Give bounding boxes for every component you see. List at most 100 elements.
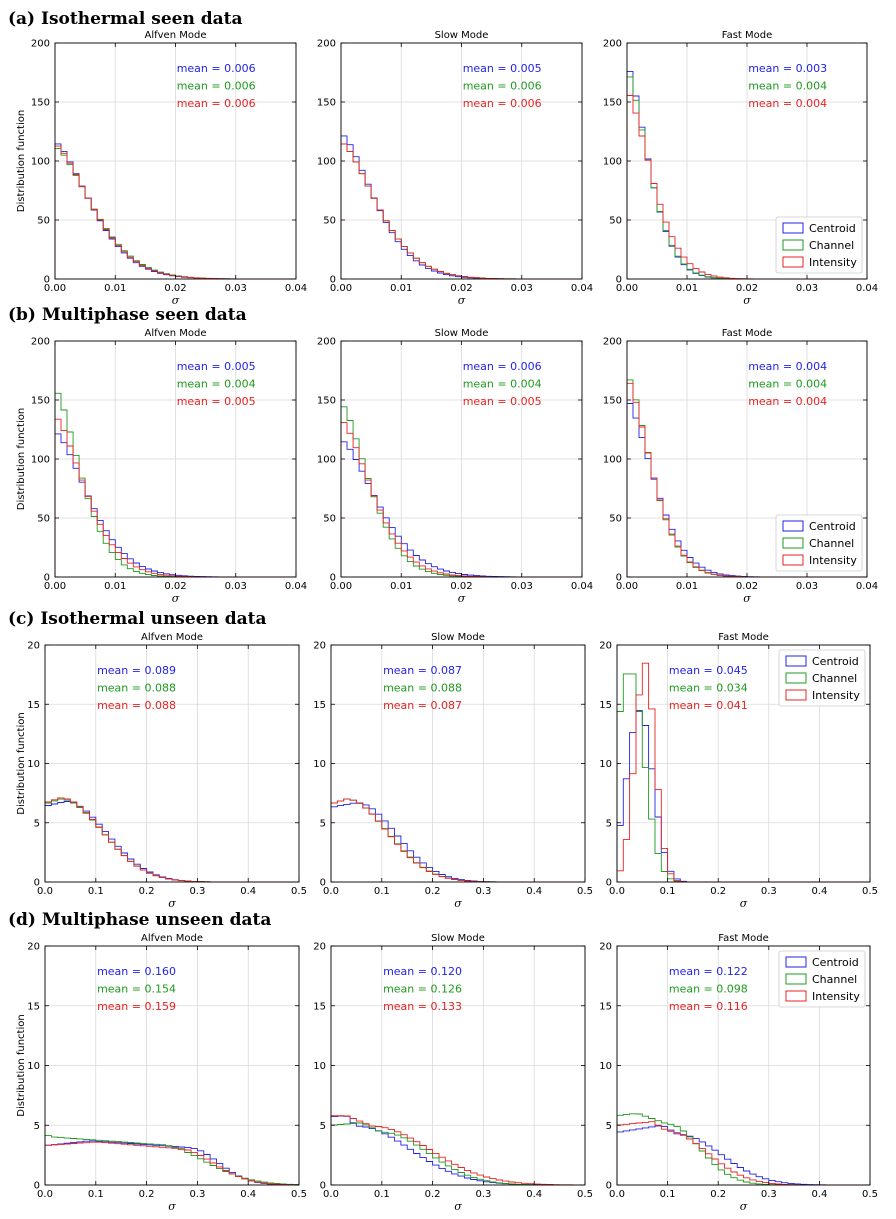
x-tick-label: 0.4 <box>811 1189 827 1200</box>
x-tick-label: 0.03 <box>225 283 247 294</box>
x-tick-label: 0.3 <box>761 886 777 897</box>
legend-swatch-centroid <box>785 655 807 667</box>
mean-intensity: mean = 0.087 <box>383 699 462 712</box>
x-tick-label: 0.0 <box>323 1189 339 1200</box>
legend-label-intensity: Intensity <box>812 990 860 1003</box>
y-tick-label: 20 <box>599 942 612 953</box>
y-tick-label: 100 <box>603 455 622 466</box>
mean-intensity: mean = 0.006 <box>463 97 542 110</box>
x-tick-label: 0.5 <box>577 1189 593 1200</box>
legend: Centroid Channel Intensity <box>775 514 863 572</box>
y-tick-label: 50 <box>37 216 50 227</box>
x-tick-label: 0.02 <box>736 581 758 592</box>
x-tick-label: 0.01 <box>104 581 126 592</box>
x-tick-label: 0.03 <box>796 283 818 294</box>
x-tick-label: 0.04 <box>571 581 593 592</box>
panel-fast-mode: 0.0 0.1 0.2 0.3 0.4 0.5 0 5 10 15 20 Fast Mode σ mean… <box>599 632 878 910</box>
legend-label-centroid: Centroid <box>812 655 859 668</box>
y-tick-label: 200 <box>603 337 622 348</box>
row-0: (a) Isothermal seen data 0.00 0.01 0.02 0.03… <box>8 9 878 307</box>
y-tick-label: 50 <box>323 514 336 525</box>
mean-channel: mean = 0.004 <box>463 378 542 391</box>
x-tick-label: 0.0 <box>323 886 339 897</box>
x-axis-label: σ <box>743 294 751 307</box>
y-tick-label: 0 <box>320 1181 326 1192</box>
mean-intensity: mean = 0.005 <box>177 395 256 408</box>
mean-centroid: mean = 0.006 <box>177 62 256 75</box>
histogram-intensity <box>44 1141 300 1186</box>
legend-label-channel: Channel <box>812 973 857 986</box>
x-tick-label: 0.3 <box>475 1189 491 1200</box>
x-tick-label: 0.3 <box>189 1189 205 1200</box>
panel-title: Fast Mode <box>722 328 773 339</box>
panel-title: Fast Mode <box>718 632 769 643</box>
x-tick-label: 0.01 <box>390 581 412 592</box>
y-tick-label: 100 <box>31 157 50 168</box>
mean-intensity: mean = 0.088 <box>97 699 176 712</box>
row-title: (c) Isothermal unseen data <box>8 609 267 629</box>
y-tick-label: 15 <box>313 700 326 711</box>
x-tick-label: 0.02 <box>736 283 758 294</box>
y-tick-label: 150 <box>31 98 50 109</box>
x-tick-label: 0.00 <box>616 581 638 592</box>
legend-swatch-intensity <box>785 990 807 1002</box>
legend: Centroid Channel Intensity <box>778 950 866 1008</box>
panel-title: Alfven Mode <box>145 328 207 339</box>
row-title: (a) Isothermal seen data <box>8 9 243 29</box>
y-axis-label: Distribution function <box>16 1014 27 1116</box>
legend-label-centroid: Centroid <box>812 956 859 969</box>
x-tick-label: 0.2 <box>139 886 155 897</box>
y-tick-label: 10 <box>599 759 612 770</box>
y-tick-label: 0 <box>34 1181 40 1192</box>
x-tick-label: 0.00 <box>330 581 352 592</box>
mean-channel: mean = 0.004 <box>748 378 827 391</box>
legend: Centroid Channel Intensity <box>775 216 863 274</box>
x-tick-label: 0.0 <box>37 886 53 897</box>
x-tick-label: 0.2 <box>710 886 726 897</box>
y-tick-label: 5 <box>320 818 326 829</box>
x-tick-label: 0.03 <box>796 581 818 592</box>
legend-label-intensity: Intensity <box>809 256 857 269</box>
x-tick-label: 0.0 <box>37 1189 53 1200</box>
panel-title: Slow Mode <box>435 30 489 41</box>
x-tick-label: 0.1 <box>88 1189 104 1200</box>
x-tick-label: 0.00 <box>330 283 352 294</box>
mean-channel: mean = 0.004 <box>177 378 256 391</box>
y-tick-label: 150 <box>603 98 622 109</box>
panel-title: Alfven Mode <box>141 632 203 643</box>
x-tick-label: 0.03 <box>511 283 533 294</box>
x-axis-label: σ <box>458 294 466 307</box>
y-tick-label: 150 <box>317 396 336 407</box>
panel-title: Alfven Mode <box>141 933 203 944</box>
panel-title: Slow Mode <box>435 328 489 339</box>
y-tick-label: 100 <box>317 455 336 466</box>
y-tick-label: 150 <box>31 396 50 407</box>
mean-channel: mean = 0.006 <box>177 80 256 93</box>
y-tick-label: 0 <box>616 573 622 584</box>
y-tick-label: 20 <box>313 641 326 652</box>
y-tick-label: 0 <box>44 275 50 286</box>
legend-swatch-channel <box>785 672 807 684</box>
x-tick-label: 0.4 <box>526 1189 542 1200</box>
legend: Centroid Channel Intensity <box>778 649 866 707</box>
y-tick-label: 15 <box>27 700 40 711</box>
row-1: (b) Multiphase seen data 0.00 0.01 0.02 0.03… <box>8 305 878 605</box>
y-tick-label: 50 <box>323 216 336 227</box>
panel-title: Slow Mode <box>431 632 485 643</box>
mean-channel: mean = 0.004 <box>748 80 827 93</box>
x-tick-label: 0.03 <box>225 581 247 592</box>
mean-centroid: mean = 0.089 <box>97 664 176 677</box>
mean-intensity: mean = 0.116 <box>669 1000 748 1013</box>
mean-intensity: mean = 0.159 <box>97 1000 176 1013</box>
x-tick-label: 0.04 <box>285 581 307 592</box>
x-tick-label: 0.02 <box>450 283 472 294</box>
legend-swatch-intensity <box>782 256 804 268</box>
histogram-centroid <box>330 802 585 883</box>
x-tick-label: 0.4 <box>526 886 542 897</box>
x-tick-label: 0.1 <box>660 886 676 897</box>
x-axis-label: σ <box>743 592 751 605</box>
y-tick-label: 20 <box>27 942 40 953</box>
x-tick-label: 0.04 <box>571 283 593 294</box>
y-tick-label: 200 <box>31 337 50 348</box>
y-axis-label: Distribution function <box>16 712 27 814</box>
